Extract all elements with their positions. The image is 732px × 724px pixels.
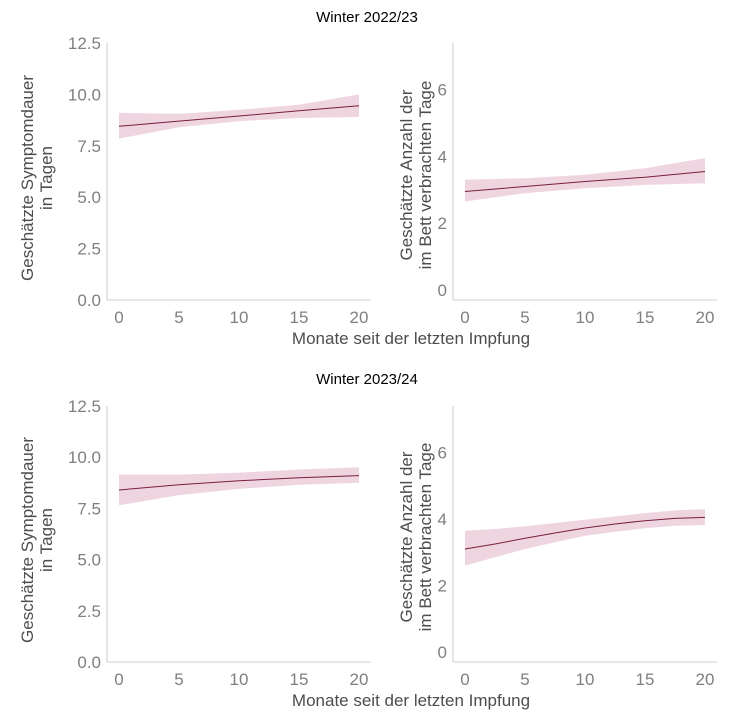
x-tick-label: 20 (696, 670, 715, 689)
y-axis-title-line: Geschätzte Symptomdauer (18, 75, 37, 281)
plot-symptom-duration-2022-23: 0.0 2.5 5.0 7.5 10.0 12.5 0 5 10 15 20 Geschätzte S… (18, 34, 371, 327)
y-tick-label: 0 (438, 643, 447, 662)
panel-title-winter-2022-23: Winter 2022/23 (316, 9, 418, 26)
x-tick-label: 5 (520, 308, 529, 327)
x-tick-label: 20 (696, 308, 715, 327)
y-axis-title: Geschätzte Symptomdauerin Tagen (18, 75, 56, 281)
y-axis-title-line: in Tagen (37, 146, 56, 210)
x-tick-label: 5 (174, 308, 183, 327)
x-axis-title-top: Monate seit der letzten Impfung (292, 329, 530, 348)
x-tick-label: 0 (114, 308, 123, 327)
y-tick-label: 12.5 (68, 34, 101, 53)
y-axis-title-line: Geschätzte Symptomdauer (18, 437, 37, 643)
x-tick-label: 10 (576, 670, 595, 689)
y-tick-label: 7.5 (77, 137, 101, 156)
x-tick-label: 0 (114, 670, 123, 689)
x-tick-label: 10 (576, 308, 595, 327)
plot-bed-days-2022-23: 0 2 4 6 0 5 10 15 20 Geschätzte Anzahl derim Bett… (397, 43, 717, 327)
estimate-line (118, 105, 360, 127)
y-tick-label: 2.5 (77, 240, 101, 259)
estimate-line (464, 171, 706, 192)
y-axis-title-line: im Bett verbrachten Tage (416, 81, 435, 270)
y-tick-label: 2 (438, 214, 447, 233)
y-axis-title-line: in Tagen (37, 508, 56, 572)
x-tick-label: 10 (230, 308, 249, 327)
estimate-line (464, 516, 706, 550)
y-tick-label: 4 (438, 510, 447, 529)
y-tick-label: 4 (438, 147, 447, 166)
y-tick-label: 7.5 (77, 499, 101, 518)
y-tick-label: 6 (438, 444, 447, 463)
confidence-band (465, 509, 705, 566)
x-tick-label: 15 (290, 670, 309, 689)
plot-symptom-duration-2023-24: 0.0 2.5 5.0 7.5 10.0 12.5 0 5 10 15 20 Geschätzte S… (18, 397, 371, 689)
y-tick-label: 10.0 (68, 448, 101, 467)
y-axis-title-line: im Bett verbrachten Tage (416, 443, 435, 632)
y-tick-label: 6 (438, 81, 447, 100)
y-axis-title: Geschätzte Symptomdauerin Tagen (18, 437, 56, 643)
y-tick-label: 12.5 (68, 397, 101, 416)
x-tick-label: 10 (230, 670, 249, 689)
x-axis-title-bottom: Monate seit der letzten Impfung (292, 691, 530, 710)
y-tick-label: 2.5 (77, 602, 101, 621)
y-tick-label: 0 (438, 281, 447, 300)
x-tick-label: 20 (350, 670, 369, 689)
confidence-band (119, 467, 359, 506)
y-tick-label: 10.0 (68, 85, 101, 104)
y-tick-label: 0.0 (77, 653, 101, 672)
estimate-line (118, 475, 360, 491)
y-axis-title: Geschätzte Anzahl derim Bett verbrachten… (397, 81, 435, 270)
y-axis-title-line: Geschätzte Anzahl der (397, 451, 416, 622)
x-tick-label: 15 (290, 308, 309, 327)
y-tick-label: 0.0 (77, 291, 101, 310)
x-tick-label: 15 (636, 670, 655, 689)
plot-bed-days-2023-24: 0 2 4 6 0 5 10 15 20 Geschätzte Anzahl derim Bett… (397, 406, 717, 689)
confidence-band (465, 158, 705, 202)
y-tick-label: 5.0 (77, 188, 101, 207)
x-tick-label: 5 (520, 670, 529, 689)
x-tick-label: 5 (174, 670, 183, 689)
y-tick-label: 2 (438, 577, 447, 596)
x-tick-label: 20 (350, 308, 369, 327)
x-tick-label: 15 (636, 308, 655, 327)
x-tick-label: 0 (460, 670, 469, 689)
x-tick-label: 0 (460, 308, 469, 327)
y-axis-title: Geschätzte Anzahl derim Bett verbrachten… (397, 443, 435, 632)
y-axis-title-line: Geschätzte Anzahl der (397, 89, 416, 260)
y-tick-label: 5.0 (77, 551, 101, 570)
panel-title-winter-2023-24: Winter 2023/24 (316, 371, 418, 388)
